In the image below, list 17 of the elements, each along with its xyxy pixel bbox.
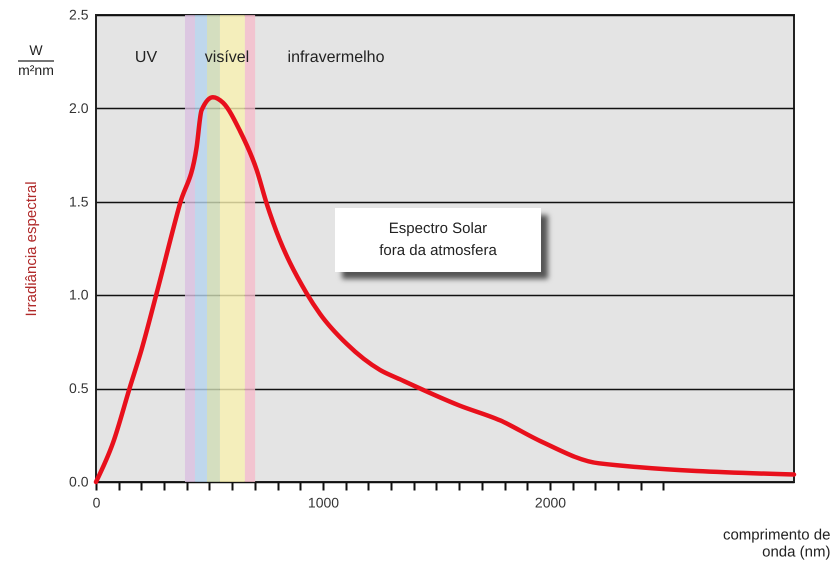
y-axis-title: Irradiância espectral <box>23 181 40 317</box>
y-tick-label: 2.5 <box>69 6 89 22</box>
annotation: infravermelho <box>288 49 385 66</box>
y-tick-label: 0.0 <box>69 474 89 490</box>
x-axis-title: comprimento de onda (nm) <box>722 526 830 560</box>
x-tick-label: 2000 <box>534 494 566 510</box>
x-tick-label: 0 <box>92 494 101 510</box>
y-tick-label: 1.5 <box>69 193 89 210</box>
annotation: visível <box>204 49 250 66</box>
note-box: Espectro Solar fora da atmosfera <box>335 208 541 272</box>
text: W <box>29 42 44 58</box>
y-tick-label: 1.0 <box>69 286 89 303</box>
y-tick-label: 0.5 <box>69 380 89 396</box>
text: m²nm <box>18 62 54 78</box>
y-tick-label: 2.0 <box>69 100 89 116</box>
x-tick-label: 1000 <box>308 494 340 510</box>
annotation: UV <box>134 49 158 66</box>
